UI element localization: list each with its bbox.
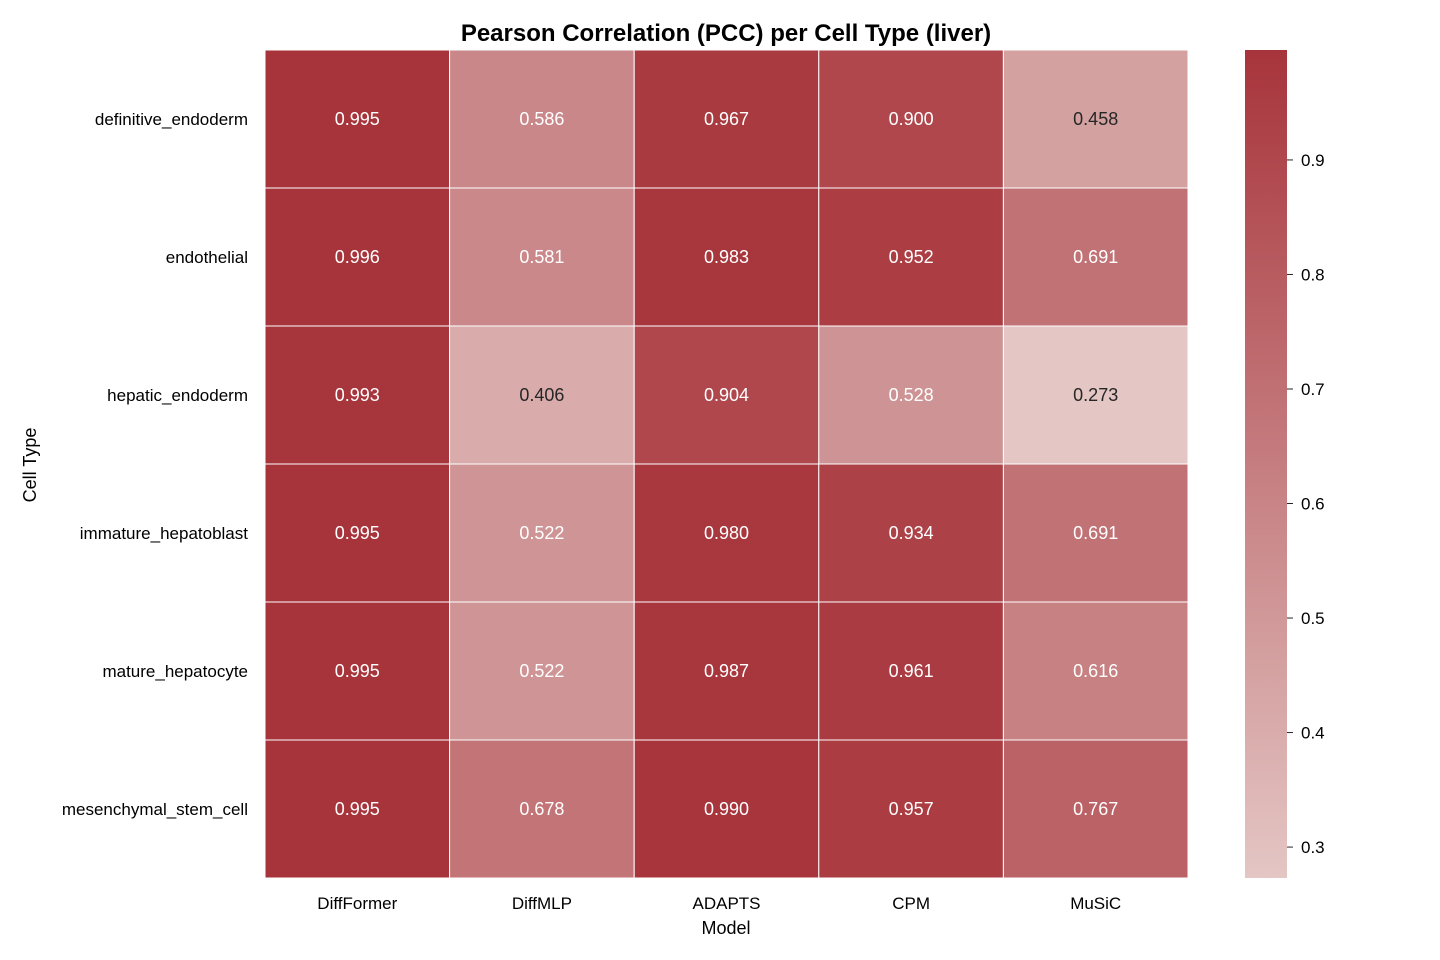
- cell-value-label: 0.967: [704, 109, 749, 129]
- heatmap-cell-endothelial-diffformer: [264, 187, 451, 327]
- x-tick-label: MuSiC: [1070, 894, 1121, 913]
- cell-value-label: 0.616: [1073, 661, 1118, 681]
- cell-value-label: 0.995: [335, 799, 380, 819]
- heatmap-cell-definitive-endoderm-diffmlp: [449, 49, 635, 189]
- heatmap-cell-mesenchymal-stem-cell-music: [1002, 739, 1189, 879]
- cell-value-label: 0.522: [519, 523, 564, 543]
- heatmap-cell-immature-hepatoblast-music: [1002, 463, 1189, 603]
- cell-value-label: 0.767: [1073, 799, 1118, 819]
- heatmap-cell-mesenchymal-stem-cell-diffformer: [264, 739, 451, 879]
- cell-value-label: 0.691: [1073, 247, 1118, 267]
- x-tick-label: CPM: [892, 894, 930, 913]
- heatmap-cell-immature-hepatoblast-cpm: [818, 463, 1004, 603]
- cell-value-label: 0.678: [519, 799, 564, 819]
- heatmap-cell-immature-hepatoblast-adapts: [633, 463, 820, 603]
- cell-value-label: 0.957: [889, 799, 934, 819]
- heatmap-cell-hepatic-endoderm-music: [1002, 325, 1189, 465]
- colorbar-tick-label: 0.9: [1301, 151, 1325, 170]
- heatmap-cell-mesenchymal-stem-cell-diffmlp: [449, 739, 635, 879]
- y-tick-label: mature_hepatocyte: [102, 662, 248, 681]
- colorbar-tick-label: 0.7: [1301, 380, 1325, 399]
- heatmap-cell-definitive-endoderm-diffformer: [264, 49, 451, 189]
- heatmap-cell-hepatic-endoderm-diffmlp: [449, 325, 635, 465]
- y-tick-label: definitive_endoderm: [95, 110, 248, 129]
- heatmap-cell-endothelial-diffmlp: [449, 187, 635, 327]
- cell-value-label: 0.586: [519, 109, 564, 129]
- y-axis-label: Cell Type: [20, 428, 40, 503]
- cell-value-label: 0.904: [704, 385, 749, 405]
- cell-value-label: 0.995: [335, 661, 380, 681]
- x-tick-label: DiffFormer: [317, 894, 397, 913]
- y-tick-label: immature_hepatoblast: [80, 524, 248, 543]
- cell-value-label: 0.691: [1073, 523, 1118, 543]
- cell-value-label: 0.995: [335, 109, 380, 129]
- heatmap-cell-definitive-endoderm-cpm: [818, 49, 1004, 189]
- heatmap-cell-mature-hepatocyte-music: [1002, 601, 1189, 741]
- colorbar-tick-label: 0.6: [1301, 495, 1325, 514]
- colorbar-tick-label: 0.4: [1301, 724, 1325, 743]
- heatmap-cell-mesenchymal-stem-cell-cpm: [818, 739, 1004, 879]
- colorbar-tick-label: 0.5: [1301, 609, 1325, 628]
- x-tick-label: DiffMLP: [512, 894, 572, 913]
- cell-value-label: 0.980: [704, 523, 749, 543]
- cell-value-label: 0.528: [889, 385, 934, 405]
- cell-value-label: 0.990: [704, 799, 749, 819]
- cell-value-label: 0.952: [889, 247, 934, 267]
- cell-value-label: 0.934: [889, 523, 934, 543]
- cell-value-label: 0.900: [889, 109, 934, 129]
- heatmap-cell-mature-hepatocyte-diffformer: [264, 601, 451, 741]
- cell-value-label: 0.406: [519, 385, 564, 405]
- heatmap-cell-mesenchymal-stem-cell-adapts: [633, 739, 820, 879]
- heatmap-cell-mature-hepatocyte-adapts: [633, 601, 820, 741]
- heatmap-cell-endothelial-music: [1002, 187, 1189, 327]
- y-tick-label: mesenchymal_stem_cell: [62, 800, 248, 819]
- colorbar: 0.3 0.4 0.5 0.6 0.7 0.8 0.9: [1245, 50, 1325, 878]
- cell-value-label: 0.581: [519, 247, 564, 267]
- cell-value-label: 0.983: [704, 247, 749, 267]
- cell-value-label: 0.273: [1073, 385, 1118, 405]
- heatmap-cells: 0.995 0.586 0.967 0.900 0.458 0.996 0.581 0.983…: [264, 49, 1189, 879]
- cell-value-label: 0.993: [335, 385, 380, 405]
- heatmap-cell-hepatic-endoderm-adapts: [633, 325, 820, 465]
- y-tick-label: endothelial: [166, 248, 248, 267]
- y-tick-label: hepatic_endoderm: [107, 386, 248, 405]
- colorbar-tick-label: 0.8: [1301, 265, 1325, 284]
- cell-value-label: 0.996: [335, 247, 380, 267]
- colorbar-tick-label: 0.3: [1301, 838, 1325, 857]
- heatmap-cell-hepatic-endoderm-cpm: [818, 325, 1004, 465]
- cell-value-label: 0.458: [1073, 109, 1118, 129]
- heatmap-cell-immature-hepatoblast-diffmlp: [449, 463, 635, 603]
- chart-title: Pearson Correlation (PCC) per Cell Type …: [461, 20, 991, 47]
- heatmap-cell-immature-hepatoblast-diffformer: [264, 463, 451, 603]
- heatmap-cell-definitive-endoderm-music: [1002, 49, 1189, 189]
- colorbar-gradient: [1245, 50, 1287, 878]
- cell-value-label: 0.522: [519, 661, 564, 681]
- x-axis-label: Model: [701, 918, 750, 938]
- heatmap-cell-mature-hepatocyte-diffmlp: [449, 601, 635, 741]
- x-tick-labels: DiffFormer DiffMLP ADAPTS CPM MuSiC: [317, 894, 1121, 913]
- y-tick-labels: definitive_endoderm endothelial hepatic_en…: [62, 110, 248, 819]
- cell-value-label: 0.995: [335, 523, 380, 543]
- heatmap-cell-endothelial-adapts: [633, 187, 820, 327]
- heatmap-cell-definitive-endoderm-adapts: [633, 49, 820, 189]
- cell-value-label: 0.987: [704, 661, 749, 681]
- x-tick-label: ADAPTS: [692, 894, 760, 913]
- cell-value-label: 0.961: [889, 661, 934, 681]
